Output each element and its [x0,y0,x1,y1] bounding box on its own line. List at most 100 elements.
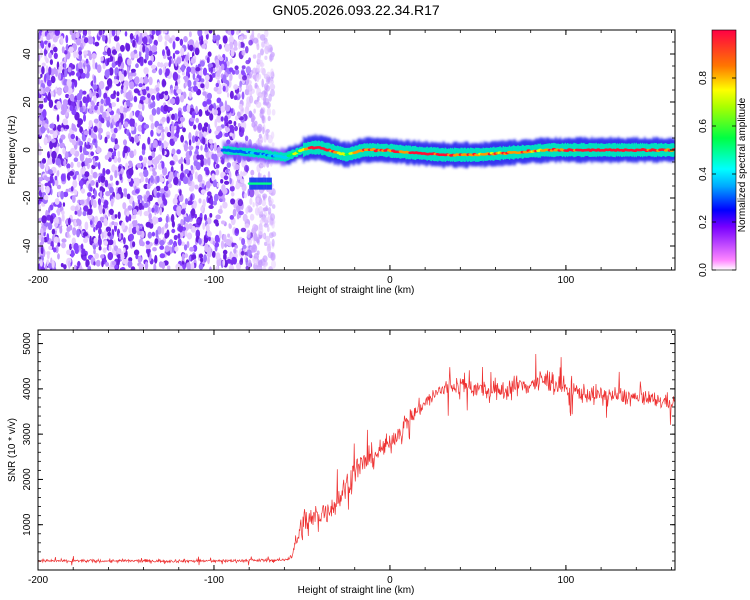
noise-speckle [180,156,183,164]
noise-speckle [230,198,236,205]
noise-speckle [253,232,258,242]
noise-speckle [40,49,43,58]
noise-speckle [191,254,197,260]
noise-speckle [171,220,175,228]
noise-speckle [87,266,92,270]
noise-speckle [157,61,161,68]
noise-speckle [184,253,189,258]
noise-speckle [229,185,235,192]
noise-speckle [210,67,214,74]
noise-speckle [246,249,252,257]
noise-speckle [181,253,185,262]
noise-speckle [116,91,120,97]
noise-speckle [96,220,103,229]
noise-speckle [212,180,218,188]
x-tick-label: 100 [558,275,575,286]
noise-speckle [114,214,118,219]
noise-speckle [38,86,44,95]
noise-speckle [104,69,110,79]
noise-speckle [40,163,45,170]
noise-speckle [270,79,274,84]
snr-y-label: SNR (10 * v/v) [7,418,18,482]
noise-speckle [78,180,84,187]
noise-speckle [211,72,216,78]
noise-speckle [191,135,196,144]
noise-speckle [254,82,258,89]
noise-speckle [56,209,61,214]
noise-speckle [198,238,202,245]
noise-speckle [102,204,108,209]
noise-speckle [130,68,136,73]
noise-speckle [49,140,54,150]
noise-speckle [57,170,60,176]
noise-speckle [161,116,166,123]
noise-speckle [242,244,247,249]
noise-speckle [74,210,78,215]
noise-speckle [172,197,178,205]
x-tick-label: -200 [28,575,48,586]
noise-speckle [202,137,206,145]
noise-speckle [183,36,188,43]
noise-speckle [169,98,176,105]
noise-speckle [266,107,271,116]
noise-speckle [193,80,197,87]
noise-speckle [63,85,69,93]
noise-speckle [140,56,144,66]
noise-speckle [260,48,264,56]
noise-speckle [79,264,83,270]
y-tick-label: 0 [22,147,33,153]
noise-speckle [110,102,117,108]
noise-speckle [223,234,227,243]
noise-speckle [114,143,120,150]
noise-speckle [100,98,104,105]
noise-speckle [167,265,171,270]
noise-speckle [123,189,128,198]
noise-speckle [167,107,173,111]
noise-speckle [58,72,62,81]
noise-speckle [263,83,269,91]
noise-speckle [205,169,210,176]
noise-speckle [261,78,265,88]
noise-speckle [234,164,240,171]
noise-speckle [168,239,174,245]
noise-speckle [258,226,264,236]
noise-speckle [234,115,239,121]
noise-speckle [99,105,104,114]
noise-speckle [197,122,203,131]
noise-speckle [234,69,240,75]
noise-speckle [105,262,110,267]
noise-speckle [198,198,202,204]
noise-speckle [87,137,92,143]
noise-speckle [163,185,169,192]
noise-speckle [82,96,87,104]
noise-speckle [88,120,93,128]
noise-speckle [159,177,165,183]
noise-speckle [43,194,47,200]
colorbar-tick-label: 0.6 [698,119,709,133]
noise-speckle [143,202,149,208]
noise-speckle [252,244,258,253]
noise-speckle [86,94,90,104]
noise-speckle [60,173,66,182]
noise-speckle [223,175,229,181]
noise-speckle [153,263,157,270]
noise-speckle [266,71,272,78]
noise-speckle [95,146,101,154]
noise-speckle [195,148,199,155]
noise-speckle [189,246,195,252]
noise-speckle [190,66,196,75]
noise-speckle [173,136,178,142]
noise-speckle [220,179,224,184]
noise-speckle [226,162,231,168]
noise-speckle [106,107,112,112]
noise-speckle [49,215,54,224]
noise-speckle [41,215,47,224]
noise-speckle [185,216,191,223]
noise-speckle [120,113,124,121]
noise-speckle [100,116,105,124]
noise-speckle [268,232,274,239]
noise-speckle [141,103,145,112]
noise-speckle [240,170,243,178]
noise-speckle [231,242,234,248]
noise-speckle [56,100,62,110]
